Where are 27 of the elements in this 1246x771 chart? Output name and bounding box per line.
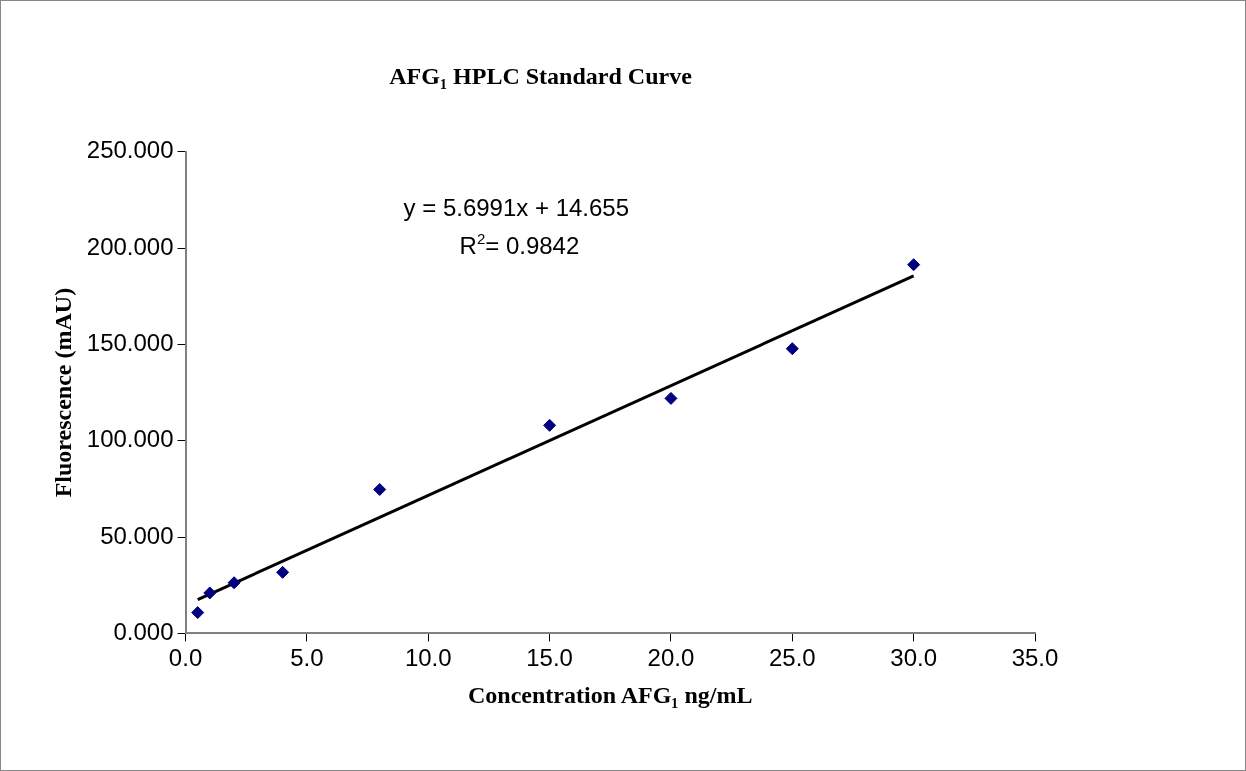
point xyxy=(664,391,678,405)
x-tick-label: 30.0 xyxy=(890,644,938,672)
point xyxy=(373,483,387,496)
y-tick-label: 200.000 xyxy=(86,232,174,260)
point xyxy=(203,586,217,600)
point xyxy=(227,576,241,590)
point xyxy=(191,606,205,620)
point xyxy=(785,342,799,356)
x-tick-label: 15.0 xyxy=(526,644,573,672)
point xyxy=(907,258,921,272)
point xyxy=(543,418,557,432)
chart-title: AFG₁ HPLC Standard Curve xyxy=(389,62,693,89)
y-tick-label: 0.000 xyxy=(113,618,174,646)
y-tick-label: 100.000 xyxy=(86,425,174,453)
y-tick-label: 150.000 xyxy=(86,329,174,357)
y-tick-label: 250.000 xyxy=(86,136,174,164)
point xyxy=(276,565,290,579)
x-tick-label: 5.0 xyxy=(290,644,324,672)
x-tick-label: 35.0 xyxy=(1011,644,1059,672)
x-tick-label: 20.0 xyxy=(647,644,695,672)
x-axis-title: Concentration AFG₁ ng/mL xyxy=(468,681,753,708)
x-tick-label: 0.0 xyxy=(168,644,203,672)
x-tick-label: 10.0 xyxy=(404,644,452,672)
y-tick-label: 50.000 xyxy=(100,521,174,549)
annotation: y = 5.6991x + 14.655 xyxy=(403,193,630,221)
x-tick-label: 25.0 xyxy=(768,644,816,672)
y-axis-title: Fluorescence (mAU) xyxy=(49,287,76,498)
